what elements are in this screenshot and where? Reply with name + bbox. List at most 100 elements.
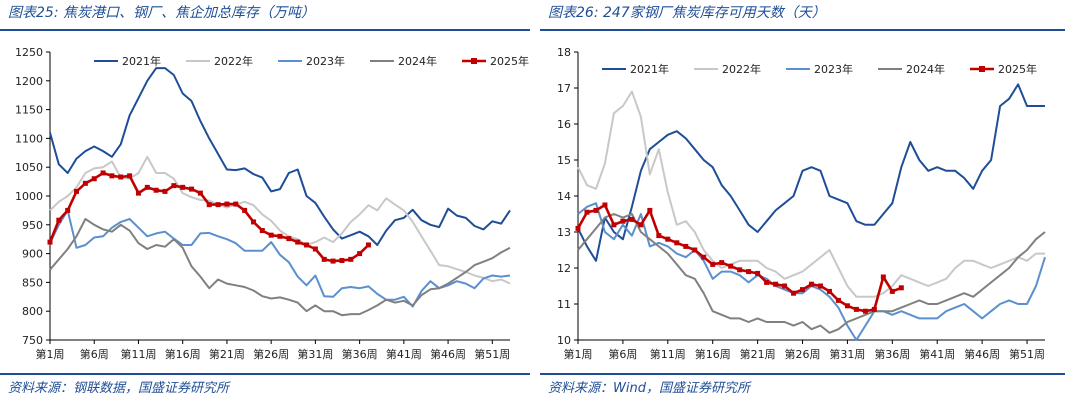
data-point-2025 — [638, 222, 644, 228]
legend-label: 2025年 — [490, 54, 529, 68]
data-point-2025 — [611, 222, 617, 228]
data-point-2025 — [180, 184, 186, 190]
data-point-2025 — [584, 209, 590, 215]
legend-item: 2025年 — [462, 54, 529, 68]
x-tick-label: 第21周 — [740, 347, 776, 361]
y-tick-label: 1000 — [15, 190, 43, 203]
data-point-2025 — [135, 190, 141, 196]
x-tick-label: 第11周 — [650, 347, 686, 361]
data-point-2025 — [809, 281, 814, 287]
data-point-2025 — [656, 233, 662, 239]
data-point-2025 — [312, 246, 318, 252]
data-point-2025 — [144, 184, 150, 190]
x-tick-label: 第26周 — [785, 347, 821, 361]
legend-marker — [979, 66, 985, 72]
series-line-2023 — [577, 202, 1046, 341]
data-point-2025 — [683, 243, 689, 249]
data-point-2025 — [91, 176, 97, 182]
source-divider — [0, 373, 530, 375]
legend-label: 2025年 — [998, 62, 1037, 76]
data-point-2025 — [880, 274, 886, 280]
legend-item: 2022年 — [186, 54, 253, 68]
x-tick-label: 第46周 — [964, 347, 1000, 361]
data-point-2025 — [127, 173, 133, 179]
coke-inventory-line-chart: 750 800 850 900 950 1000 1050 1100 1150 1200 1250 第… — [15, 46, 529, 361]
y-tick-label: 18 — [557, 46, 571, 59]
legend-label: 2024年 — [398, 54, 437, 68]
data-point-2025 — [365, 242, 371, 248]
y-tick-label: 10 — [557, 334, 571, 347]
source-divider — [540, 373, 1065, 375]
data-point-2025 — [277, 233, 283, 239]
data-point-2025 — [862, 308, 868, 314]
x-tick-label: 第31周 — [297, 347, 333, 361]
y-tick-label: 1150 — [15, 104, 43, 117]
data-point-2025 — [746, 269, 752, 275]
data-point-2025 — [233, 201, 239, 207]
legend-item: 2023年 — [278, 54, 345, 68]
data-point-2025 — [286, 236, 292, 242]
legend-item: 2021年 — [602, 62, 669, 76]
series-line-2021 — [577, 83, 1045, 262]
y-tick-label: 950 — [22, 219, 43, 232]
x-tick-label: 第41周 — [919, 347, 955, 361]
data-point-2025 — [295, 239, 301, 245]
data-point-2025 — [701, 254, 707, 260]
y-tick-label: 16 — [557, 118, 571, 131]
data-point-2025 — [800, 287, 806, 293]
legend-item: 2025年 — [970, 62, 1037, 76]
data-point-2025 — [82, 180, 88, 186]
y-tick-label: 750 — [22, 334, 43, 347]
data-point-2025 — [782, 283, 788, 289]
legend-marker — [471, 58, 477, 64]
data-point-2025 — [692, 247, 698, 253]
data-point-2025 — [215, 202, 221, 208]
data-point-2025 — [602, 202, 608, 208]
data-point-2025 — [755, 270, 761, 276]
x-tick-label: 第6周 — [80, 347, 109, 361]
data-point-2025 — [74, 188, 80, 194]
x-tick-label: 第31周 — [829, 347, 865, 361]
legend-label: 2022年 — [214, 54, 253, 68]
legend-item: 2022年 — [694, 62, 761, 76]
data-point-2025 — [268, 232, 274, 238]
x-tick-label: 第16周 — [165, 347, 201, 361]
data-point-2025 — [242, 207, 248, 213]
y-tick-label: 800 — [22, 305, 43, 318]
x-tick-label: 第51周 — [474, 347, 510, 361]
chart-source: 资料来源：Wind，国盛证券研究所 — [548, 381, 750, 396]
series-line-2022 — [577, 90, 1045, 298]
series-line-2025 — [576, 203, 902, 313]
y-tick-label: 15 — [557, 154, 571, 167]
legend-item: 2024年 — [878, 62, 945, 76]
data-point-2025 — [100, 170, 106, 176]
x-tick-label: 第46周 — [430, 347, 466, 361]
data-point-2025 — [728, 263, 734, 269]
legend-label: 2021年 — [122, 54, 161, 68]
legend-item: 2021年 — [94, 54, 161, 68]
y-tick-label: 17 — [557, 82, 571, 95]
data-point-2025 — [737, 267, 743, 273]
x-tick-label: 第11周 — [120, 347, 156, 361]
data-point-2025 — [665, 236, 671, 242]
data-point-2025 — [629, 216, 635, 222]
data-point-2025 — [162, 188, 168, 194]
data-point-2025 — [153, 187, 159, 193]
data-point-2025 — [330, 258, 336, 264]
data-point-2025 — [889, 288, 895, 294]
data-point-2025 — [65, 207, 71, 213]
x-tick-label: 第36周 — [874, 347, 910, 361]
data-point-2025 — [304, 242, 310, 248]
data-point-2025 — [620, 218, 626, 224]
chart-title: 图表25: 焦炭港口、钢厂、焦企加总库存（万吨） — [8, 5, 315, 21]
left-chart-panel: 图表25: 焦炭港口、钢厂、焦企加总库存（万吨） 750 800 850 900 950… — [0, 0, 530, 403]
data-point-2025 — [250, 219, 256, 225]
x-tick-label: 第26周 — [253, 347, 289, 361]
x-tick-label: 第36周 — [342, 347, 378, 361]
data-point-2025 — [321, 256, 327, 262]
data-point-2025 — [575, 225, 581, 231]
legend-label: 2023年 — [814, 62, 853, 76]
y-tick-label: 1200 — [15, 75, 43, 88]
data-point-2025 — [56, 217, 62, 223]
y-tick-label: 13 — [557, 226, 571, 239]
